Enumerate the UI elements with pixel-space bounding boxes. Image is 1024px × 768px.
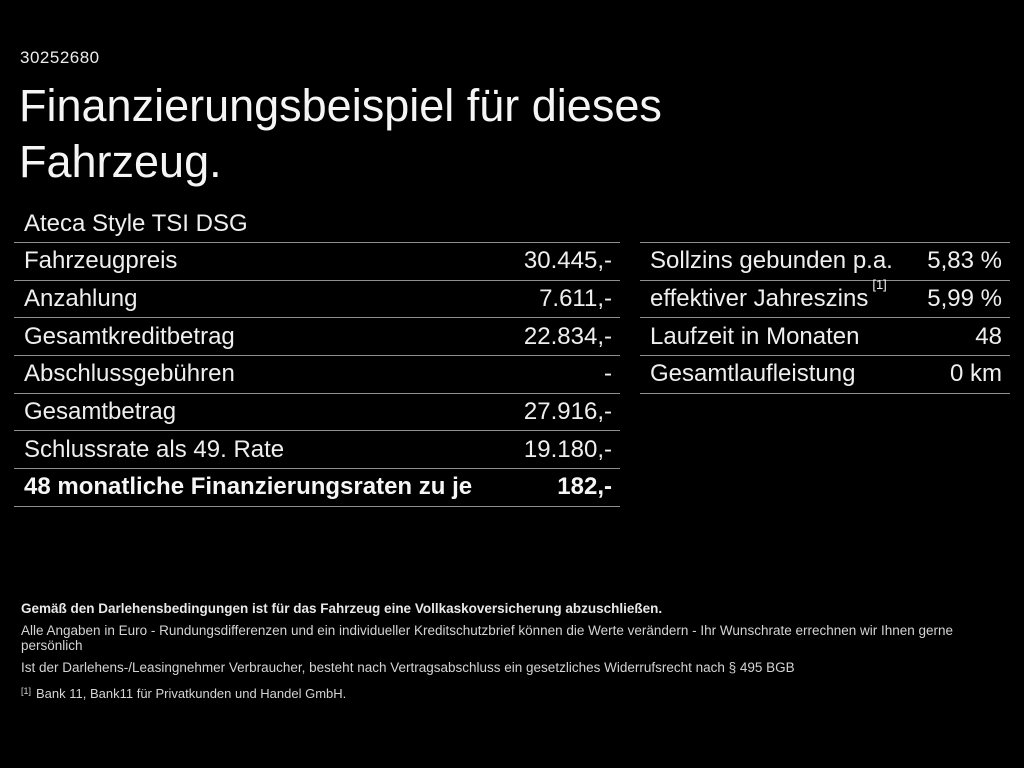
row-value: 22.834,- (523, 322, 612, 350)
row-label: Anzahlung (24, 285, 138, 313)
row-label: Schlussrate als 49. Rate (24, 435, 285, 463)
row-label: Gesamtkreditbetrag (24, 322, 235, 350)
row-value: 0 km (949, 360, 1002, 388)
row-label: Sollzins gebunden p.a. (650, 247, 893, 275)
row-value: 182,- (557, 473, 612, 501)
row-value: 30.445,- (523, 247, 612, 275)
table-row-gesamtbetrag: Gesamtbetrag 27.916,- (14, 392, 620, 431)
table-row-gesamtkreditbetrag: Gesamtkreditbetrag 22.834,- (14, 317, 620, 355)
row-label: Abschlussgebühren (24, 360, 235, 388)
table-row-gesamtlaufleistung: Gesamtlaufleistung 0 km (640, 355, 1010, 393)
table-row-abschlussgebuehren: Abschlussgebühren - (14, 355, 620, 393)
page-title: Finanzierungsbeispiel für dieses Fahrzeug… (19, 78, 662, 190)
row-label-text: effektiver Jahreszins (650, 285, 869, 313)
vehicle-id-number: 30252680 (20, 48, 100, 67)
footnote-reference-marker: [1] (872, 277, 887, 293)
table-row-anzahlung: Anzahlung 7.611,- (14, 279, 620, 318)
row-value: 27.916,- (523, 398, 612, 426)
table-row-schlussrate: Schlussrate als 49. Rate 19.180,- (14, 430, 620, 468)
financing-table-left: Ateca Style TSI DSG Fahrzeugpreis 30.445… (14, 206, 620, 507)
footer-insurance-note: Gemäß den Darlehensbedingungen ist für d… (21, 601, 663, 616)
table-row-sollzins: Sollzins gebunden p.a. 5,83 % (640, 242, 1010, 280)
footer-disclaimer-line: Alle Angaben in Euro - Rundungsdifferenz… (21, 623, 954, 653)
table-row-effektiver-jahreszins: effektiver Jahreszins[1] 5,99 % (640, 277, 1010, 318)
row-label: Laufzeit in Monaten (650, 322, 860, 350)
row-value: 19.180,- (523, 435, 612, 463)
table-row-laufzeit: Laufzeit in Monaten 48 (640, 317, 1010, 355)
row-value: 5,83 % (927, 247, 1002, 275)
financing-table-right: Sollzins gebunden p.a. 5,83 % effektiver… (640, 242, 1010, 394)
footer-withdrawal-note: Ist der Darlehens-/Leasingnehmer Verbrau… (21, 660, 795, 675)
row-value: 7.611,- (539, 285, 612, 313)
footnote-marker: [1] (21, 686, 32, 696)
row-label: Gesamtlaufleistung (650, 360, 856, 388)
row-label: Gesamtbetrag (24, 398, 177, 426)
legal-footer: Gemäß den Darlehensbedingungen ist für d… (21, 601, 1004, 703)
row-value: 5,99 % (927, 285, 1002, 313)
row-label: 48 monatliche Finanzierungsraten zu je (24, 473, 473, 501)
vehicle-model-subtitle: Ateca Style TSI DSG (24, 210, 248, 237)
table-row-fahrzeugpreis: Fahrzeugpreis 30.445,- (14, 242, 620, 280)
footer-bank-footnote: [1] Bank 11, Bank11 für Privatkunden und … (21, 686, 1004, 703)
row-value: 48 (975, 322, 1002, 350)
row-value: - (604, 360, 612, 388)
page-title-line1: Finanzierungsbeispiel für dieses (19, 80, 662, 131)
row-label: effektiver Jahreszins[1] (650, 277, 887, 313)
table-row-finanzierungsraten: 48 monatliche Finanzierungsraten zu je 1… (14, 468, 620, 506)
row-label: Fahrzeugpreis (24, 247, 178, 275)
footnote-text: Bank 11, Bank11 für Privatkunden und Han… (36, 686, 347, 701)
page-title-line2: Fahrzeug. (19, 136, 222, 187)
